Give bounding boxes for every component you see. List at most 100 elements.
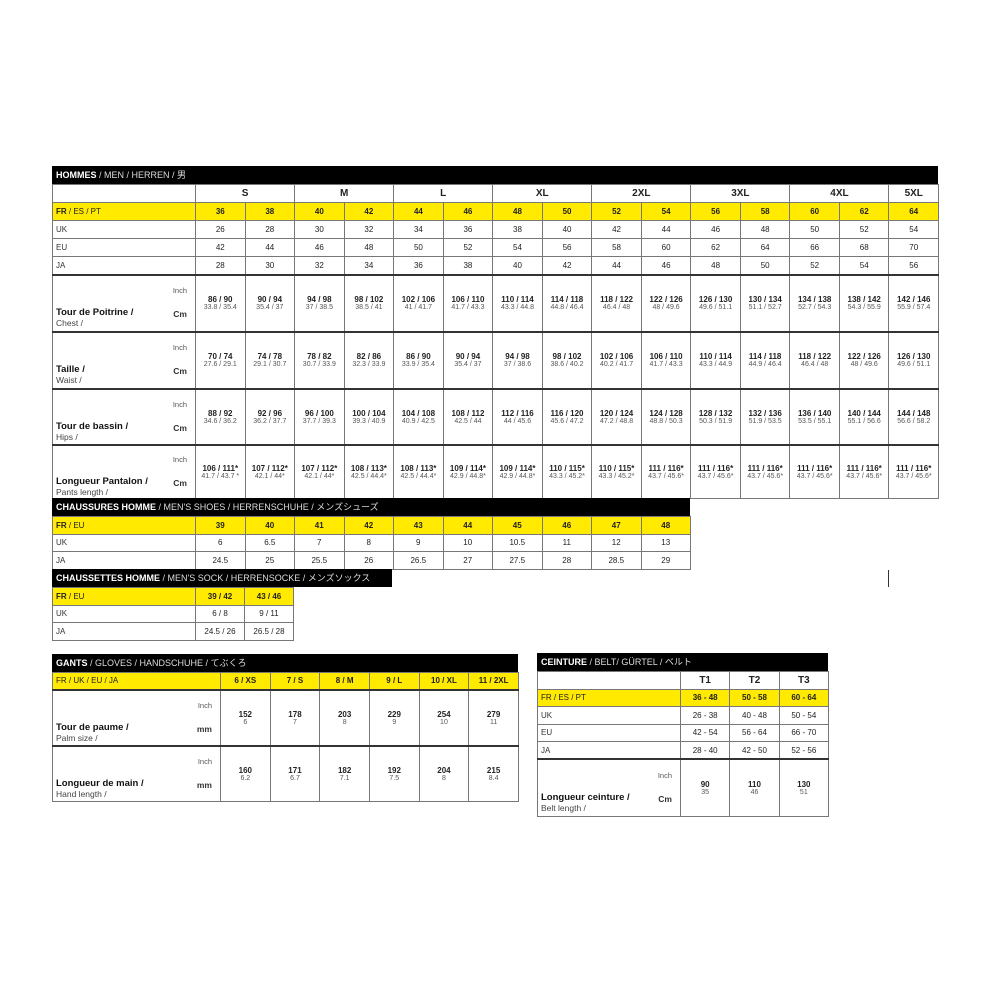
size-row: JA 24.5 / 26 26.5 / 28 [52,622,294,641]
table-title: HOMMES / MEN / HERREN / 男 [52,166,938,184]
measurement-cell: 116 / 120 45.6 / 47.2 [541,388,593,445]
row-label: UK [52,604,196,623]
size-cell: 11 / 2XL [468,672,519,690]
inch-value: 30.7 / 33.9 [302,361,336,368]
measurement-values: 110 / 115* 43.3 / 45.2* [543,463,591,480]
measurement-values: 96 / 100 37.7 / 39.3 [296,409,344,425]
measurement-values: 182 7.1 [321,766,369,782]
unit-inch: Inch [197,700,212,710]
measurement-cell: 215 8.4 [468,745,519,802]
measurement-values: 107 / 112* 42.1 / 44* [296,464,344,480]
measurement-values: 90 35 [682,780,729,796]
measurement-cell: 279 11 [468,689,519,746]
measurement-cell: 160 6.2 [220,745,271,802]
inch-value: 42.5 / 44 [454,417,482,425]
size-cell: 6 [195,533,246,552]
metric-value: 110 / 115* [549,463,585,473]
metric-value: 106 / 110 [649,352,683,361]
inch-value: 10 [440,718,448,726]
inch-value: 56.6 / 58.2 [897,417,931,425]
measurement-values: 178 7 [271,710,319,726]
size-group-T2: T2 [729,671,780,690]
measurement-values: 106 / 110 41.7 / 43.3 [444,295,492,311]
inch-value: 9 [392,718,397,726]
measurement-names: Longueur Pantalon /Pants length /Hosenlä… [56,476,148,498]
measurement-values: 160 6.2 [221,765,269,782]
measurement-cell: 98 / 102 38.5 / 41 [343,274,395,332]
size-cell: 32 [294,256,345,275]
metric-value: 130 [797,779,811,789]
inch-value: 43.3 / 45.2* [598,472,635,480]
size-cell: 62 [690,238,741,257]
measurement-name-line: aillenumfang / [56,386,109,388]
measurement-values: 88 / 92 34.6 / 36.2 [196,408,244,425]
measurement-names: Longueur ceinture /Belt length /Gürtella… [541,791,630,815]
metric-value: 136 / 140 [797,408,832,418]
size-row: FR / EU 39 40 41 42 43 44 45 46 47 48 [52,516,691,535]
inch-value: 42.5 / 44.4* [400,472,437,480]
size-cell: 36 [195,202,246,221]
measurement-values: 114 / 118 44.9 / 46.4 [741,352,789,368]
size-cell: 27.5 [492,551,543,570]
measurement-values: 108 / 112 42.5 / 44 [444,409,492,425]
measurement-cell: 92 / 96 36.2 / 37.7 [244,388,296,445]
measurement-values: 128 / 132 50.3 / 51.9 [692,409,740,425]
measurement-values: 104 / 108 40.9 / 42.5 [395,409,443,425]
measurement-values: 124 / 128 48.8 / 50.3 [642,409,690,425]
inch-value: 51 [799,788,808,796]
metric-value: 118 / 122 [798,352,832,361]
measurement-values: 140 / 144 55.1 / 56.6 [840,409,888,425]
metric-value: 144 / 148 [897,408,931,418]
metric-value: 107 / 112* [251,463,288,473]
metric-value: 229 [387,709,401,719]
measurement-name-line: Waist / [56,375,82,385]
inch-value: 40.9 / 42.5 [401,417,435,425]
size-cell: 39 [195,516,246,535]
measurement-names: Taille /Waist /aillenumfang /大きさ [56,364,109,388]
inch-value: 42.5 / 44.4* [350,472,387,480]
measurement-values: 111 / 116* 43.7 / 45.6* [791,464,839,480]
measurement-cell: 130 51 [778,758,829,817]
measurement-cell: 111 / 116* 43.7 / 45.6* [690,444,741,499]
measurement-name-line: Longueur ceinture / [541,791,630,803]
measurement-cell: 254 10 [418,689,470,746]
inch-value: 38.5 / 41 [355,304,383,311]
size-group-XL: XL [492,184,593,203]
inch-value: 6 [243,718,248,726]
metric-value: 88 / 92 [208,408,233,418]
measurement-values: 106 / 111* 41.7 / 43.7 * [196,464,244,480]
size-row: FR / ES / PT 36 38 40 42 44 46 48 50 52 54 56 58 60 62… [52,202,939,221]
size-cell: 54 [640,202,692,221]
measurement-cell: 130 / 134 51.1 / 52.7 [739,274,791,332]
size-cell: 42 [343,202,395,221]
measurement-values: 122 / 126 48 / 49.6 [642,295,690,311]
size-cell: 13 [640,533,691,552]
inch-value: 50.3 / 51.9 [699,417,733,425]
metric-value: 90 / 94 [455,352,481,361]
size-cell: 54 [888,220,939,239]
size-row: FR / ES / PT 36 - 48 50 - 58 60 - 64 [537,688,829,707]
size-group-T3: T3 [778,671,829,690]
measurement-cell: 102 / 106 40.2 / 41.7 [591,331,642,389]
measurement-values: 112 / 116 44 / 45.6 [494,409,542,425]
size-cell: 26 [195,220,246,239]
inch-value: 45.6 / 47.2 [550,417,584,425]
size-cell: 7 / S [269,672,321,690]
unit-inch: Inch [172,343,187,352]
measurement-cell: 106 / 110 41.7 / 43.3 [442,274,494,332]
metric-value: 160 [238,765,252,775]
inch-value: 42.9 / 44.8* [499,472,536,480]
measurement-names: Tour de Poitrine /Chest /Brunstumgang /胸… [56,307,133,331]
table-title: GANTS / GLOVES / HANDSCHUHE / てぶくろ [52,654,518,672]
size-cell: 66 [789,238,840,257]
measurement-values: 109 / 114* 42.9 / 44.8* [494,463,542,480]
measurement-cell: 114 / 118 44.9 / 46.4 [739,331,791,389]
size-cell: 9 / 11 [244,604,294,623]
size-cell: 45 [492,516,543,535]
measurement-values: 108 / 113* 42.5 / 44.4* [395,464,443,480]
measurement-values: 78 / 82 30.7 / 33.9 [296,352,344,368]
metric-value: 109 / 114* [499,463,536,473]
measurement-names: Tour de bassin /Hips /Hüften /光の導 [56,421,128,444]
size-cell: 52 - 56 [778,741,829,760]
